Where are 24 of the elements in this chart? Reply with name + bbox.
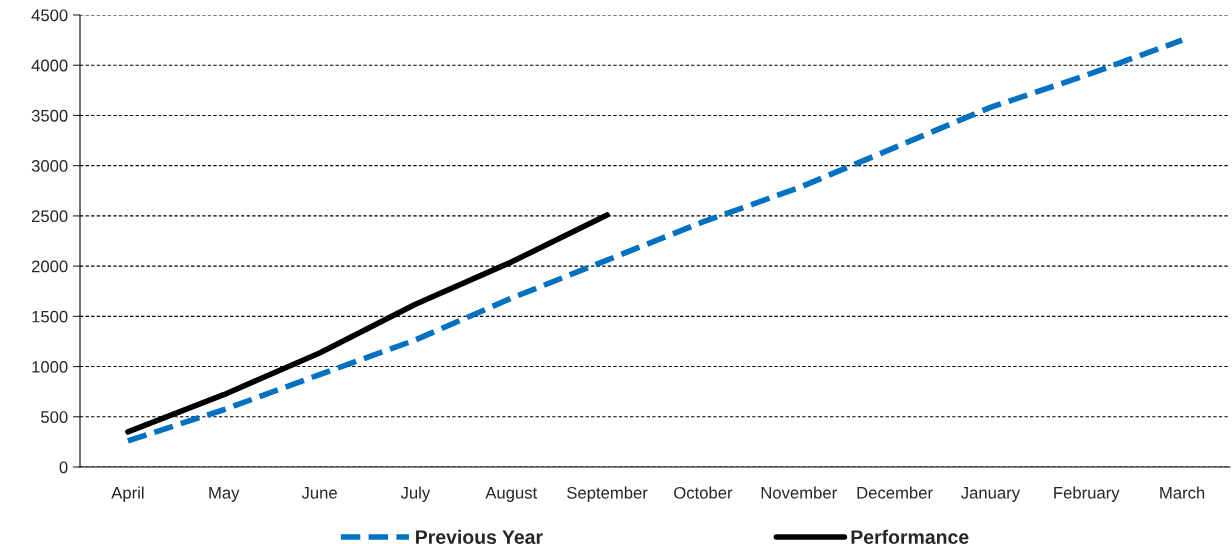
x-tick-label: September <box>567 486 648 502</box>
x-tick-label: May <box>209 487 240 502</box>
y-tick-label: 3500 <box>31 109 68 122</box>
y-tick-label: 1000 <box>32 360 68 373</box>
x-tick-label: March <box>1160 486 1205 499</box>
y-tick-label: 0 <box>59 461 68 474</box>
x-tick-label: November <box>761 486 837 499</box>
y-tick-label: 4000 <box>31 59 68 72</box>
y-tick-label: 3000 <box>31 160 68 172</box>
x-tick-label: June <box>301 487 337 499</box>
x-tick-label: December <box>857 486 933 499</box>
x-tick-label: October <box>674 486 733 499</box>
x-tick-label: April <box>111 486 144 502</box>
x-tick-label: January <box>961 487 1021 502</box>
y-tick-label: 1500 <box>32 310 68 323</box>
x-tick-label: February <box>1054 486 1120 502</box>
x-tick-label: August <box>485 487 538 502</box>
legend-label: Previous Year <box>416 529 543 544</box>
y-tick-label: 4500 <box>31 9 68 22</box>
y-tick-label: 500 <box>41 411 68 423</box>
legend-label: Performance <box>851 529 969 544</box>
y-tick-label: 2500 <box>31 210 68 223</box>
y-tick-label: 2000 <box>31 260 68 273</box>
x-tick-label: July <box>400 486 431 502</box>
